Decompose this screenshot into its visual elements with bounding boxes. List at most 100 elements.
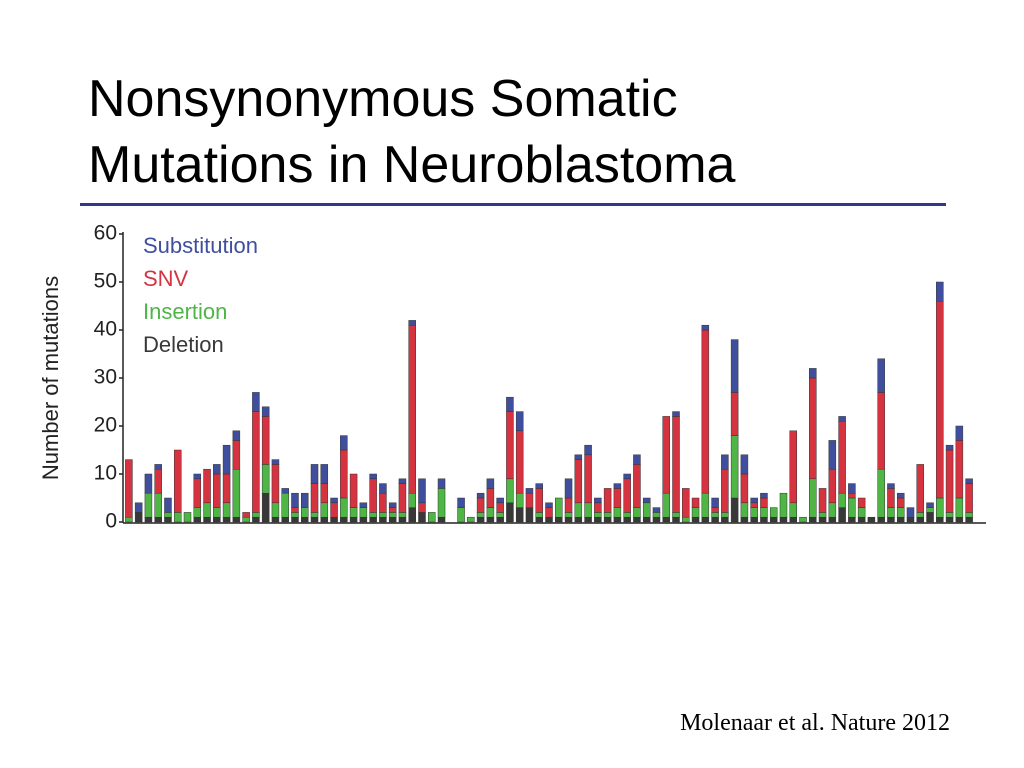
bar-segment: [740, 502, 749, 518]
bar-segment: [721, 512, 729, 518]
bar-segment: [271, 516, 280, 523]
bar-segment: [701, 516, 710, 523]
bar-segment: [291, 516, 299, 523]
bar-segment: [760, 497, 768, 508]
bar-segment: [359, 507, 368, 518]
bar-segment: [809, 368, 817, 379]
bar-segment: [642, 502, 651, 518]
bar-segment: [388, 507, 397, 513]
bar-segment: [896, 516, 905, 523]
bar-segment: [408, 492, 416, 508]
bar-segment: [359, 516, 368, 523]
bar-segment: [584, 444, 592, 456]
bar-segment: [711, 512, 719, 518]
bar-segment: [955, 440, 964, 499]
bar-segment: [896, 497, 905, 508]
bar-segment: [916, 512, 925, 518]
bar-segment: [789, 430, 798, 504]
bar-segment: [750, 516, 758, 523]
bar-segment: [896, 507, 905, 518]
bar-segment: [369, 473, 377, 480]
bar-segment: [769, 507, 778, 518]
bar-segment: [418, 502, 426, 513]
slide-title: Nonsynonymous Somatic Mutations in Neuro…: [88, 70, 736, 194]
bar-segment: [818, 512, 827, 518]
bar-segment: [193, 507, 202, 518]
bar-segment: [535, 483, 543, 489]
bar-segment: [379, 483, 387, 494]
bar-segment: [555, 516, 563, 523]
bar-segment: [164, 497, 172, 513]
bar-segment: [877, 392, 885, 470]
bar-segment: [437, 488, 446, 518]
bar-segment: [642, 516, 651, 523]
bar-segment: [652, 512, 661, 518]
bar-segment: [486, 516, 495, 523]
bar-segment: [525, 507, 534, 523]
bar-segment: [496, 512, 504, 518]
bar-segment: [672, 416, 680, 513]
bar-segment: [193, 516, 202, 523]
bar-segment: [398, 512, 407, 518]
bar-segment: [574, 459, 583, 504]
bar-segment: [213, 507, 221, 518]
bar-segment: [330, 516, 338, 523]
bar-segment: [496, 516, 504, 523]
bar-segment: [613, 507, 622, 518]
bar-segment: [633, 454, 641, 465]
bar-segment: [310, 464, 319, 484]
bar-segment: [496, 497, 504, 504]
bar-segment: [730, 392, 739, 436]
bar-segment: [564, 512, 573, 518]
bar-segment: [418, 512, 426, 523]
bar-segment: [623, 512, 631, 518]
bar-segment: [222, 444, 231, 475]
bar-segment: [887, 516, 895, 523]
bar-segment: [936, 281, 944, 302]
bar-segment: [721, 516, 729, 523]
bar-segment: [486, 478, 495, 489]
bar-segment: [672, 516, 680, 523]
bar-segment: [428, 512, 436, 523]
bar-segment: [213, 516, 221, 523]
bar-segment: [838, 507, 846, 523]
bar-segment: [222, 473, 231, 504]
bar-segment: [154, 516, 162, 523]
bar-segment: [555, 497, 563, 518]
bar-segment: [584, 516, 592, 523]
bar-segment: [476, 497, 485, 513]
bar-segment: [506, 478, 514, 504]
bar-segment: [662, 492, 670, 518]
bar-segment: [633, 507, 641, 518]
y-tick-label: 10: [94, 462, 117, 485]
bar-segment: [965, 512, 973, 518]
bar-segment: [369, 516, 377, 523]
bar-segment: [613, 516, 622, 523]
bar-segment: [408, 507, 416, 523]
bar-segment: [594, 516, 602, 523]
bar-segment: [359, 502, 368, 508]
bar-segment: [877, 358, 885, 393]
bar-segment: [203, 502, 211, 518]
bar-segment: [936, 300, 944, 499]
bar-segment: [506, 502, 514, 523]
bar-segment: [828, 440, 837, 470]
bar-segment: [525, 492, 534, 508]
bar-segment: [926, 502, 934, 508]
bar-segment: [476, 492, 485, 499]
bar-segment: [457, 507, 465, 523]
bar-segment: [769, 516, 778, 523]
bar-segment: [213, 473, 221, 508]
bar-segment: [154, 464, 162, 470]
bar-segment: [281, 488, 289, 494]
bar-segment: [818, 488, 827, 513]
bar-segment: [672, 512, 680, 518]
bar-segment: [388, 502, 397, 508]
bar-segment: [867, 516, 876, 523]
bar-segment: [613, 483, 622, 489]
bar-segment: [877, 516, 885, 523]
bar-segment: [506, 396, 514, 412]
bar-segment: [281, 492, 289, 518]
bar-segment: [144, 473, 153, 494]
